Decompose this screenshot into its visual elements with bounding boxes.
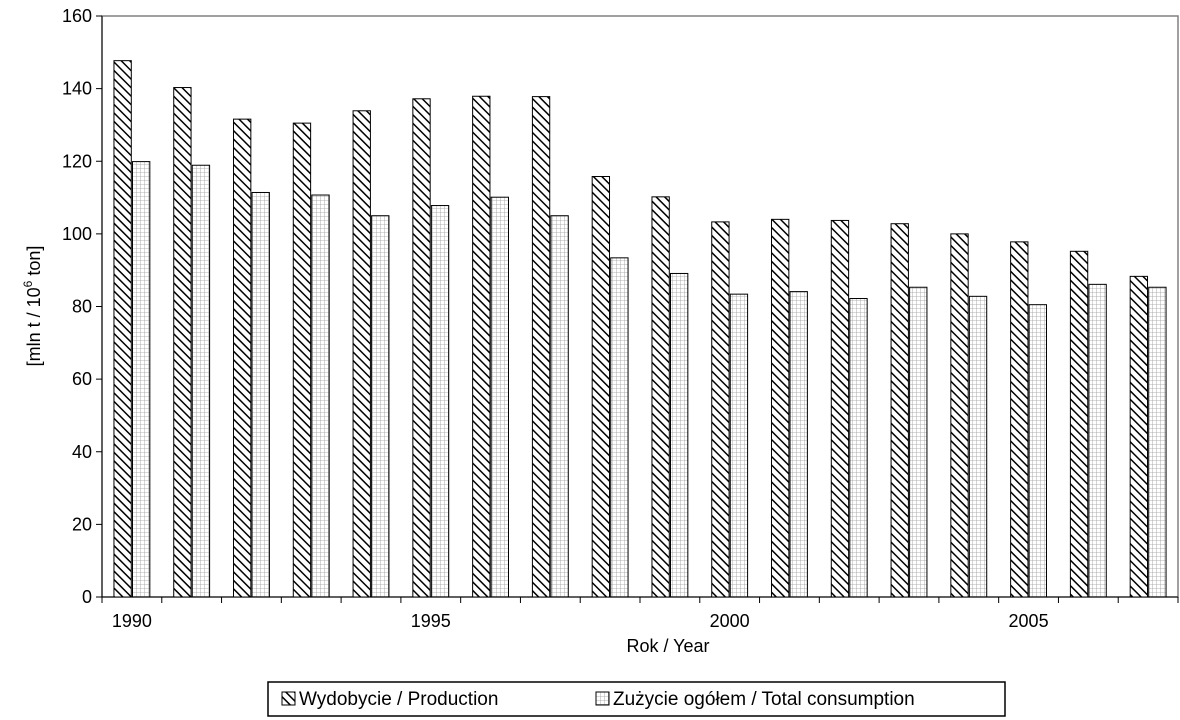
y-tick-label-140: 140: [62, 79, 92, 99]
bar-production-1998: [591, 176, 611, 598]
legend: Wydobycie / Production Zużycie ogółem / …: [267, 681, 1006, 717]
plot-area: 0 20 40 60 80 100 120 140 160 1990 1995 2000 2005: [62, 6, 1179, 631]
bar-consumption-1994: [371, 215, 390, 598]
legend-label-consumption: Zużycie ogółem / Total consumption: [613, 689, 915, 710]
y-tick-label-100: 100: [62, 224, 92, 244]
bar-production-2001: [771, 218, 790, 598]
x-tick-label-2000: 2000: [710, 611, 750, 631]
legend-swatch-consumption: [595, 691, 610, 706]
y-axis-title: [mln t / 106 ton]: [21, 246, 44, 367]
bar-production-2005: [1010, 241, 1029, 598]
x-tick-label-2005: 2005: [1009, 611, 1049, 631]
legend-swatch-production: [281, 691, 296, 706]
x-tick-label-1990: 1990: [112, 611, 152, 631]
bar-production-2007: [1129, 275, 1149, 598]
bar-consumption-1997: [550, 215, 569, 598]
y-tick-label-0: 0: [82, 587, 92, 607]
y-tick-label-20: 20: [72, 514, 92, 534]
bar-consumption-2002: [849, 298, 868, 598]
bar-production-1997: [531, 96, 551, 598]
bar-consumption-1992: [251, 191, 270, 598]
x-axis-ticks: 1990 1995 2000 2005: [101, 597, 1179, 631]
bar-consumption-2006: [1088, 283, 1107, 598]
y-axis-ticks: 0 20 40 60 80 100 120 140 160: [62, 6, 102, 607]
y-axis-title-tail: ton]: [24, 246, 44, 281]
y-axis-title-superscript: 6: [21, 280, 35, 287]
y-tick-label-80: 80: [72, 297, 92, 317]
legend-label-production: Wydobycie / Production: [299, 689, 498, 710]
y-tick-label-120: 120: [62, 151, 92, 171]
bar-production-2000: [711, 221, 730, 598]
bar-production-1995: [412, 98, 431, 598]
y-tick-label-40: 40: [72, 442, 92, 462]
y-tick-label-60: 60: [72, 369, 92, 389]
bar-consumption-2001: [789, 291, 808, 598]
bar-production-1994: [352, 110, 371, 598]
bar-consumption-2007: [1148, 286, 1167, 598]
bar-production-1991: [173, 87, 192, 598]
y-tick-label-160: 160: [62, 6, 92, 26]
bar-consumption-1993: [311, 194, 330, 598]
bar-production-1990: [113, 60, 132, 598]
legend-box: [267, 681, 1006, 717]
bar-consumption-1991: [191, 164, 211, 598]
bar-consumption-2003: [909, 286, 928, 598]
bar-production-2006: [1069, 250, 1089, 598]
bar-consumption-1990: [131, 161, 151, 598]
bar-production-1996: [472, 95, 491, 598]
bars-group: [113, 60, 1167, 598]
bar-consumption-1995: [430, 205, 450, 598]
bar-consumption-1999: [669, 272, 689, 598]
bar-consumption-1998: [610, 257, 629, 598]
x-tick-label-1995: 1995: [411, 611, 451, 631]
bar-consumption-2004: [968, 295, 988, 598]
y-axis-title-main: [mln t / 10: [24, 287, 44, 366]
bar-consumption-1996: [490, 196, 509, 598]
bar-production-2004: [950, 233, 969, 598]
bar-production-1999: [651, 196, 670, 598]
bar-production-1993: [292, 122, 312, 598]
bar-consumption-2000: [729, 293, 749, 598]
bar-production-2003: [890, 223, 909, 598]
x-axis-title: Rok / Year: [626, 636, 709, 656]
bar-production-2002: [830, 219, 850, 598]
bar-production-1992: [233, 118, 252, 598]
bar-consumption-2005: [1028, 304, 1047, 598]
